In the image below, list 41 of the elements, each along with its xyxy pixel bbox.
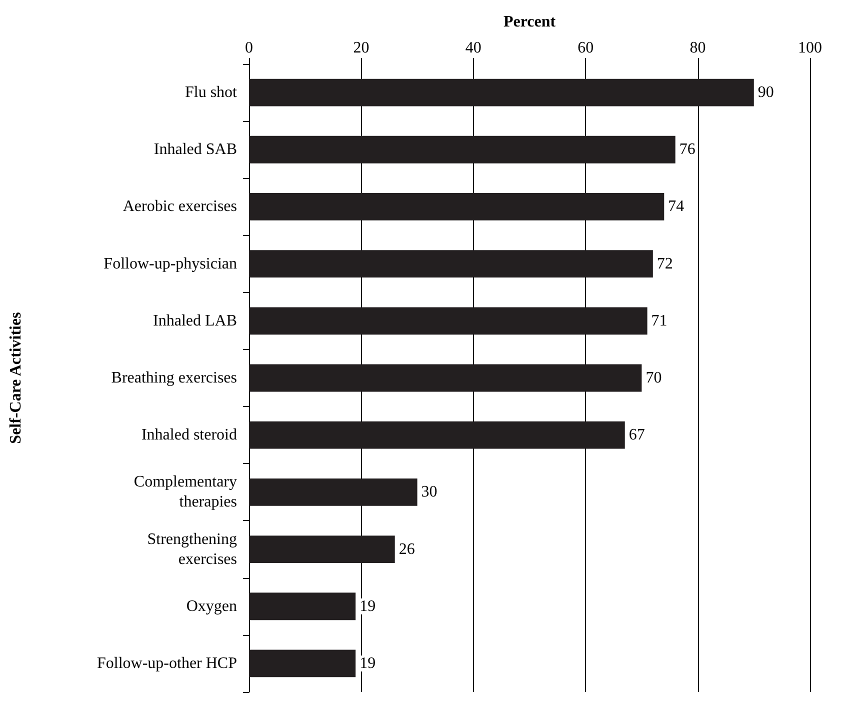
data-label: 90	[758, 84, 774, 102]
bar	[249, 536, 395, 563]
y-tick-label: Breathing exercises	[111, 370, 237, 386]
bar	[249, 250, 653, 278]
bar	[249, 421, 625, 449]
x-tick-label: 20	[353, 40, 370, 56]
data-label: 67	[628, 426, 645, 444]
data-label: 74	[668, 198, 684, 216]
data-label: 76	[679, 141, 696, 158]
bar	[249, 78, 754, 106]
y-tick-label: Complementary therapies	[134, 474, 237, 511]
y-tick-label: Inhaled LAB	[153, 312, 237, 330]
x-axis-title: Percent	[503, 14, 556, 30]
data-label: 30	[421, 484, 438, 501]
x-tick-label: 80	[690, 40, 706, 56]
y-tick-label: Inhaled SAB	[154, 141, 237, 158]
y-tick-label: Flu shot	[184, 84, 238, 102]
y-tick-label: Follow-up-other HCP	[97, 654, 238, 672]
data-label: 19	[360, 654, 376, 672]
bar	[249, 592, 356, 620]
bar	[249, 193, 664, 220]
bar	[249, 650, 356, 678]
bar	[249, 136, 676, 164]
y-tick-label: Inhaled steroid	[141, 426, 237, 444]
data-label: 71	[651, 312, 668, 330]
x-tick-label: 60	[578, 40, 594, 56]
y-tick-label: Strengthening exercises	[147, 530, 237, 568]
bar	[249, 307, 648, 335]
data-label: 72	[656, 255, 673, 272]
x-tick-label: 100	[798, 40, 822, 56]
y-axis-title: Self-Care Activities	[8, 312, 24, 444]
y-tick-label: Follow-up-physician	[104, 255, 237, 272]
x-tick-label: 40	[465, 40, 482, 56]
bar	[249, 364, 642, 392]
y-tick-label: Oxygen	[186, 598, 237, 615]
y-tick-label: Aerobic exercises	[122, 198, 237, 216]
data-label: 70	[646, 370, 662, 386]
bar	[249, 478, 418, 506]
data-label: 19	[360, 598, 376, 615]
data-label: 26	[398, 540, 415, 558]
x-tick-label: 0	[245, 40, 253, 56]
